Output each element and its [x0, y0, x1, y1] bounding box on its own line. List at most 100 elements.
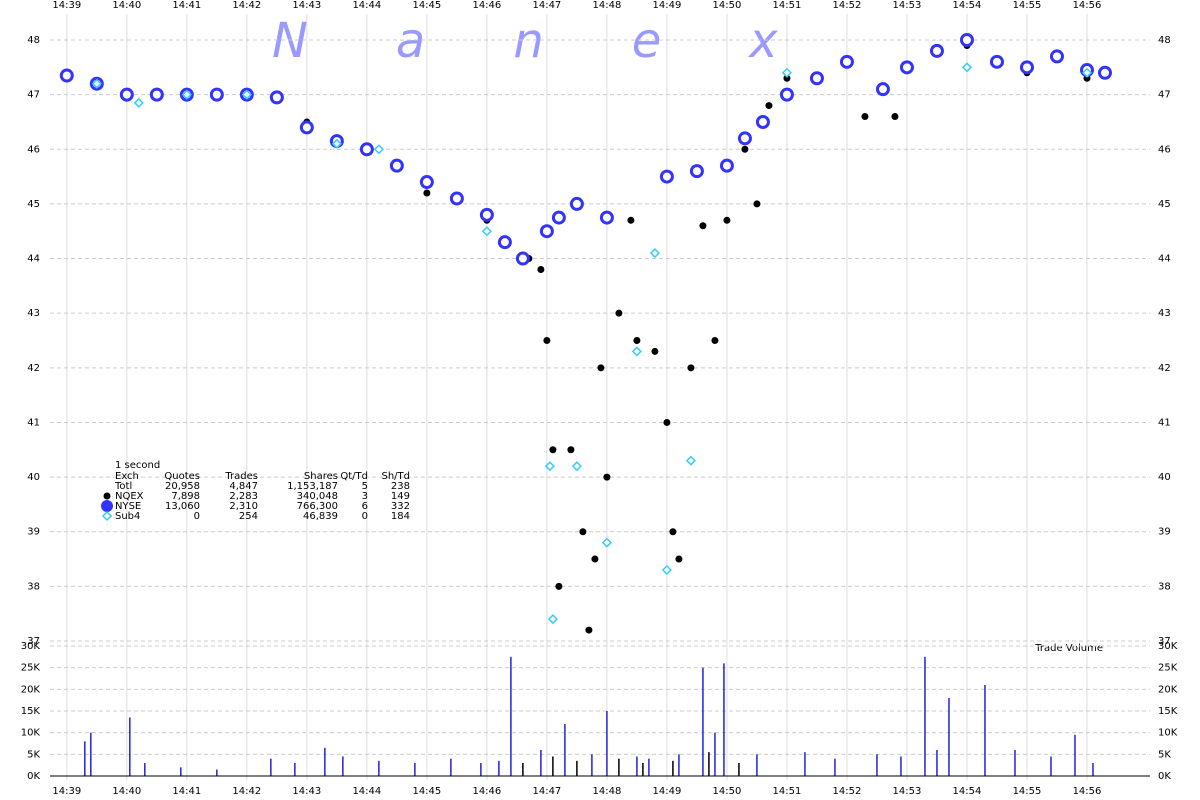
point [599, 210, 614, 225]
stats-header: Quotes [164, 471, 200, 482]
volume-bar [804, 752, 806, 776]
point [544, 461, 555, 472]
x-tick-label: 14:49 [652, 786, 681, 797]
point [449, 191, 464, 206]
point [331, 138, 342, 149]
y-tick-label: 38 [1158, 581, 1171, 592]
stats-cell: 0 [194, 511, 200, 522]
legend-marker [103, 492, 111, 500]
legend-marker [101, 500, 113, 512]
volume-bar [714, 732, 716, 776]
y-tick-label: 47 [1158, 90, 1171, 101]
stats-cell: NYSE [115, 501, 141, 512]
watermark: Nanex [272, 13, 866, 69]
volume-bar [642, 763, 644, 776]
volume-bar [324, 747, 326, 776]
point [567, 446, 575, 454]
point [571, 461, 582, 472]
volume-bar [576, 760, 578, 776]
x-tick-label: 14:50 [713, 0, 742, 11]
volume-bar [672, 760, 674, 776]
y-tick-label: 41 [27, 417, 40, 428]
point [719, 158, 734, 173]
stats-cell: 5 [362, 481, 368, 492]
y-tick-label: 41 [1158, 417, 1171, 428]
x-tick-label: 14:55 [1013, 786, 1042, 797]
x-tick-label: 14:48 [592, 0, 621, 11]
volume-bar [378, 760, 380, 776]
stats-cell: 3 [362, 491, 368, 502]
x-tick-label: 14:40 [112, 786, 141, 797]
volume-bar [936, 750, 938, 776]
volume-bar [702, 667, 704, 776]
volume-label: Trade Volume [1034, 643, 1103, 654]
point [959, 33, 974, 47]
x-tick-label: 14:55 [1013, 0, 1042, 11]
plot-area [50, 18, 1150, 780]
point [1097, 65, 1112, 80]
x-tick-label: 14:51 [773, 786, 802, 797]
point [651, 347, 659, 355]
volume-bar [552, 756, 554, 776]
x-tick-label: 14:41 [172, 786, 201, 797]
point [783, 74, 791, 82]
stats-cell: 0 [362, 511, 368, 522]
y-tick-label: 0K [1158, 771, 1171, 782]
point [555, 582, 563, 590]
y-tick-label: 10K [21, 728, 41, 739]
y-tick-label: 42 [1158, 363, 1171, 374]
point [497, 235, 512, 250]
point [543, 337, 551, 344]
volume-bar [591, 754, 593, 776]
point [181, 89, 192, 100]
stats-cell: 46,839 [303, 511, 338, 522]
x-tick-label: 14:51 [773, 0, 802, 11]
x-tick-label: 14:52 [833, 786, 862, 797]
x-tick-label: 14:54 [953, 0, 982, 11]
stats-cell: NQEX [115, 491, 144, 502]
volume-bar [450, 758, 452, 776]
x-tick-label: 14:44 [352, 0, 381, 11]
point [669, 528, 677, 536]
point [423, 189, 431, 197]
x-tick-label: 14:45 [412, 786, 441, 797]
point [675, 555, 683, 563]
point [753, 200, 761, 208]
stats-cell: 766,300 [297, 501, 338, 512]
x-tick-label: 14:39 [52, 786, 81, 797]
x-tick-label: 14:46 [472, 0, 501, 11]
x-tick-label: 14:47 [532, 786, 561, 797]
stats-cell: 7,898 [171, 491, 200, 502]
point [389, 158, 404, 173]
point [59, 68, 74, 83]
y-tick-label: 15K [21, 706, 41, 717]
x-tick-label: 14:47 [532, 0, 561, 11]
stats-title: 1 second [115, 460, 160, 471]
x-tick-label: 14:54 [953, 786, 982, 797]
x-tick-label: 14:53 [893, 786, 922, 797]
y-tick-label: 48 [27, 35, 40, 46]
point [661, 564, 672, 576]
y-tick-label: 39 [1158, 527, 1171, 538]
point [631, 346, 642, 357]
x-tick-label: 14:50 [713, 786, 742, 797]
stats-header: Trades [224, 471, 258, 482]
volume-bar [522, 763, 524, 776]
x-tick-label: 14:43 [292, 0, 321, 11]
point [627, 216, 635, 224]
volume-bar [924, 656, 926, 776]
point [699, 222, 707, 230]
point [537, 265, 545, 273]
stats-cell: Totl [114, 481, 132, 492]
point [479, 207, 494, 222]
point [891, 112, 899, 120]
volume-bar [480, 763, 482, 776]
stats-cell: 1,153,187 [287, 481, 338, 492]
point [765, 102, 773, 110]
point [481, 226, 492, 237]
volume-bar [678, 754, 680, 776]
point [539, 224, 554, 239]
point [209, 87, 224, 102]
y-tick-label: 39 [27, 527, 40, 538]
